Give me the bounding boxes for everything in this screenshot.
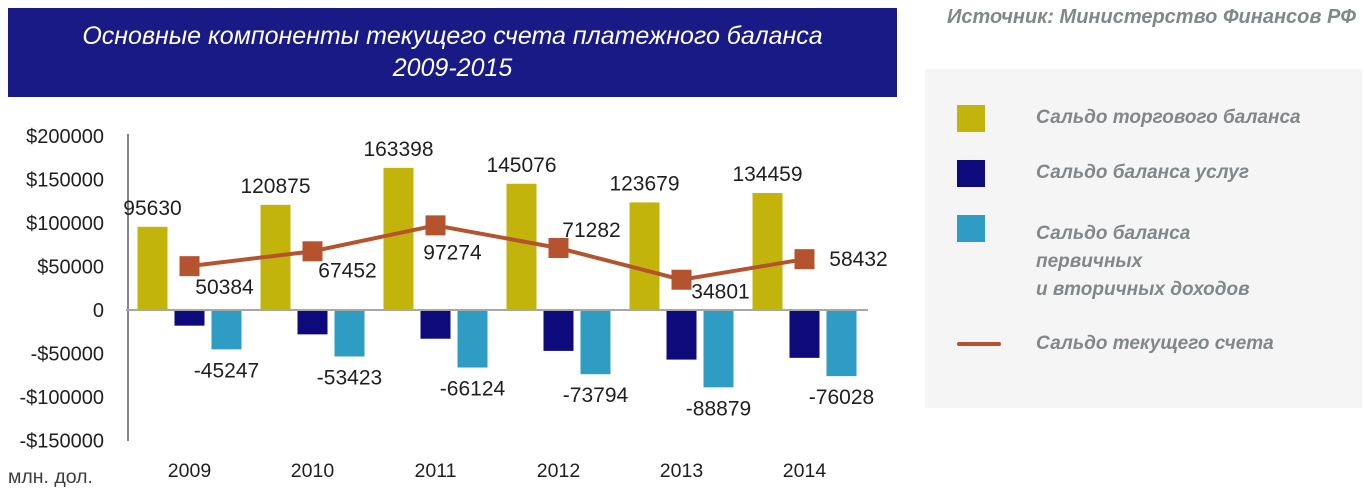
chart-title-line2: 2009-2015	[392, 54, 513, 82]
bar-services-2010	[297, 310, 328, 335]
label-income-2011: -66124	[440, 378, 506, 401]
bar-trade-2011	[383, 167, 414, 310]
label-income-2012: -73794	[563, 384, 629, 407]
label-current-2013: 34801	[691, 281, 749, 304]
legend-item-label: Сальдо баланса услуг	[1036, 162, 1249, 183]
services-swatch-icon	[957, 160, 985, 187]
bar-services-2009	[174, 310, 205, 326]
bar-income-2012	[580, 310, 611, 375]
bar-trade-2013	[629, 202, 660, 310]
label-current-2011: 97274	[423, 241, 482, 264]
current-account-marker-2009	[179, 256, 200, 277]
bar-income-2010	[334, 310, 365, 357]
y-axis-line	[127, 134, 129, 441]
label-trade-2009: 95630	[123, 197, 181, 220]
axis-unit-label: млн. дол.	[8, 466, 93, 488]
y-tick-label: $200000	[26, 126, 104, 148]
bar-trade-2012	[506, 183, 537, 310]
x-tick-label: 2010	[291, 460, 335, 482]
income-swatch-icon	[957, 215, 985, 242]
x-tick-label: 2012	[537, 460, 580, 482]
x-tick-label: 2014	[783, 460, 827, 482]
label-income-2013: -88879	[686, 397, 751, 420]
label-current-2009: 50384	[195, 276, 254, 299]
label-trade-2013: 123679	[609, 172, 679, 195]
label-income-2010: -53423	[317, 366, 382, 389]
current-account-marker-2013	[671, 269, 692, 290]
bar-trade-2009	[137, 226, 168, 310]
x-tick-label: 2011	[415, 460, 457, 482]
bar-income-2014	[826, 310, 857, 377]
y-tick-label: $150000	[26, 170, 104, 192]
bar-income-2009	[211, 310, 242, 350]
y-tick-label: -$50000	[31, 344, 104, 366]
current-account-marker-2010	[302, 241, 323, 262]
x-tick-label: 2009	[168, 460, 211, 482]
legend-item-label: Сальдо текущего счета	[1036, 333, 1274, 354]
y-tick-label: -$150000	[19, 431, 104, 453]
zero-line	[126, 309, 868, 311]
label-trade-2011: 163398	[363, 138, 433, 161]
y-tick-label: $50000	[37, 257, 104, 279]
legend-panel: Сальдо торгового баланса Сальдо баланса у…	[925, 69, 1362, 408]
label-trade-2012: 145076	[486, 154, 556, 177]
chart-title-line1: Основные компоненты текущего счета плате…	[82, 22, 823, 50]
label-current-2012: 71282	[562, 219, 620, 242]
bar-income-2013	[703, 310, 734, 388]
bar-services-2013	[666, 310, 697, 360]
current-account-line	[189, 223, 805, 282]
bar-services-2014	[789, 310, 820, 358]
label-income-2009: -45247	[194, 359, 259, 382]
label-current-2010: 67452	[318, 259, 376, 282]
label-current-2014: 58432	[829, 248, 887, 271]
label-trade-2014: 134459	[732, 163, 802, 186]
x-tick-label: 2013	[660, 460, 703, 482]
current-line-swatch	[957, 342, 1001, 346]
chart-title-banner: Основные компоненты текущего счета плате…	[8, 8, 897, 97]
legend-item-label: Сальдо торгового баланса	[1036, 107, 1301, 128]
bar-services-2012	[543, 310, 574, 351]
trade-swatch-icon	[957, 105, 985, 132]
bar-trade-2014	[752, 193, 783, 310]
legend-item-label: Сальдо баланса первичных и вторичных доход…	[1036, 223, 1250, 300]
label-trade-2010: 120875	[240, 175, 310, 198]
y-tick-label: -$100000	[19, 387, 104, 409]
bar-services-2011	[420, 310, 451, 339]
y-tick-label: $100000	[26, 213, 104, 235]
source-attribution: Источник: Министерство Финансов РФ	[946, 6, 1356, 28]
current-account-marker-2012	[548, 237, 569, 258]
current-account-marker-2014	[794, 249, 815, 270]
current-account-marker-2011	[425, 215, 446, 236]
bar-income-2011	[457, 310, 488, 368]
label-income-2014: -76028	[809, 386, 874, 409]
y-tick-label: 0	[93, 300, 104, 322]
balance-chart: $200000 $150000 $100000 $50000 0 -$50000 -$100…	[19, 126, 887, 482]
